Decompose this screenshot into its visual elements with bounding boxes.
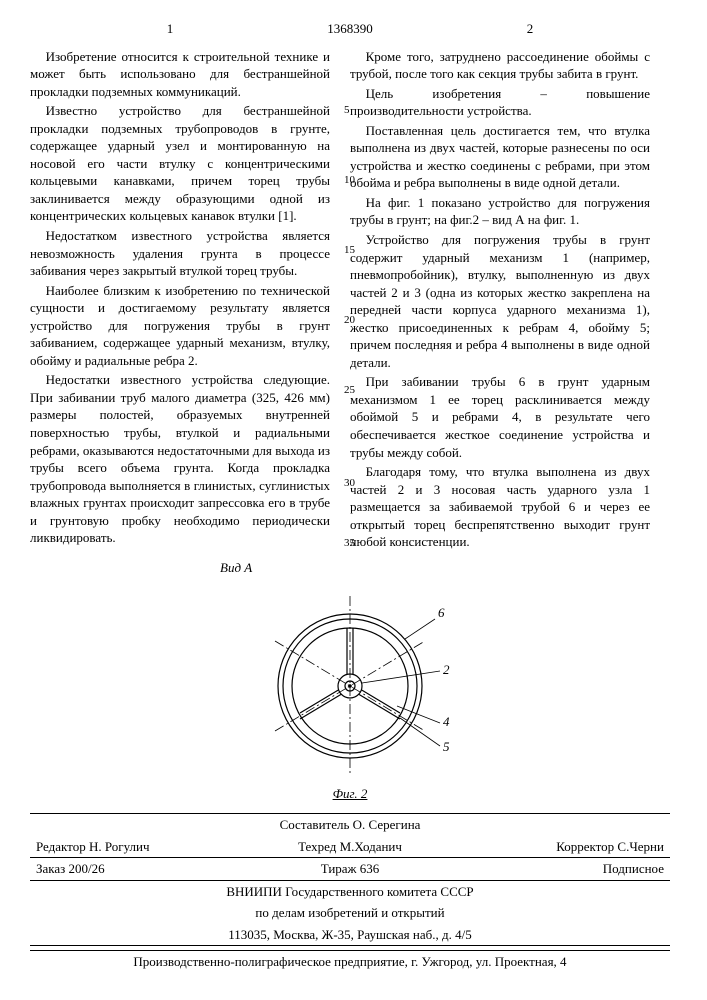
footer-tech: Техред М.Ходанич: [243, 838, 456, 856]
para: Кроме того, затруднено рассоединение обо…: [350, 48, 650, 83]
para: Недостатки известного устройства следующ…: [30, 371, 330, 546]
figure-caption: Фиг. 2: [30, 785, 670, 803]
footer-composer: Составитель О. Серегина: [30, 814, 670, 836]
footer-corrector: Корректор С.Черни: [457, 838, 670, 856]
fig-label-2: 2: [443, 662, 450, 677]
para: Изобретение относится к строительной тех…: [30, 48, 330, 101]
para: Наиболее близким к изобретению по технич…: [30, 282, 330, 370]
text-columns: Изобретение относится к строительной тех…: [30, 48, 670, 553]
footer-block: Составитель О. Серегина Редактор Н. Рогу…: [30, 813, 670, 946]
footer-order-row: Заказ 200/26 Тираж 636 Подписное: [30, 858, 670, 881]
footer-press: Производственно-полиграфическое предприя…: [30, 950, 670, 971]
line-number: 5: [344, 103, 350, 118]
para: На фиг. 1 показано устройство для погруж…: [350, 194, 650, 229]
para: Поставленная цель достигается тем, что в…: [350, 122, 650, 192]
para: Известно устройство для бестраншейной пр…: [30, 102, 330, 225]
view-label: Вид А: [220, 559, 707, 577]
para: При забивании трубы 6 в грунт ударным ме…: [350, 373, 650, 461]
footer-org2: по делам изобретений и открытий: [30, 902, 670, 924]
footer-sign: Подписное: [457, 860, 670, 878]
footer-credits-row: Редактор Н. Рогулич Техред М.Ходанич Кор…: [30, 836, 670, 859]
document-number: 1368390: [310, 20, 390, 38]
footer-tirazh: Тираж 636: [243, 860, 456, 878]
figure-svg: 6 2 4 5: [240, 591, 460, 781]
right-column: Кроме того, затруднено рассоединение обо…: [350, 48, 650, 553]
left-column: Изобретение относится к строительной тех…: [30, 48, 330, 553]
col2-number: 2: [390, 20, 670, 38]
footer-address: 113035, Москва, Ж-35, Раушская наб., д. …: [30, 924, 670, 947]
figure-2: 6 2 4 5 Фиг. 2: [30, 591, 670, 803]
fig-label-4: 4: [443, 714, 450, 729]
col1-number: 1: [30, 20, 310, 38]
para: Цель изобретения – повышение производите…: [350, 85, 650, 120]
fig-label-5: 5: [443, 739, 450, 754]
para: Недостатком известного устройства являет…: [30, 227, 330, 280]
para: Устройство для погружения трубы в грунт …: [350, 231, 650, 371]
page-header: 1 1368390 2: [30, 20, 670, 38]
footer-org1: ВНИИПИ Государственного комитета СССР: [30, 881, 670, 903]
para: Благодаря тому, что втулка выполнена из …: [350, 463, 650, 551]
fig-label-6: 6: [438, 605, 445, 620]
footer-editor: Редактор Н. Рогулич: [30, 838, 243, 856]
footer-order: Заказ 200/26: [30, 860, 243, 878]
